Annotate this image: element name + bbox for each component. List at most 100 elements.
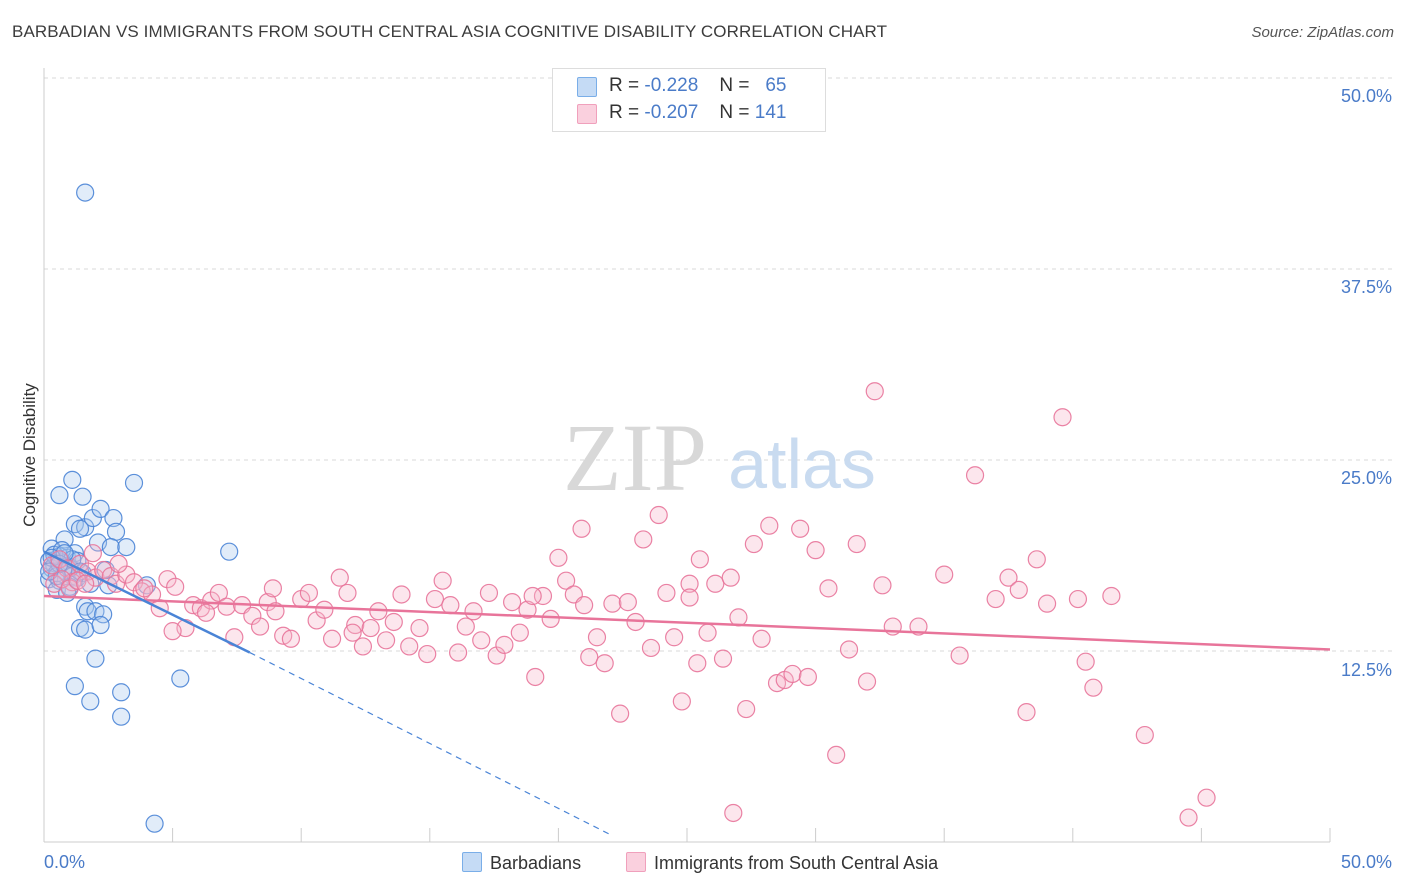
immigrants-point bbox=[1027, 550, 1046, 569]
barbadians-point bbox=[91, 499, 110, 518]
immigrants-point bbox=[124, 573, 144, 592]
immigrants-point bbox=[343, 623, 362, 642]
bottom-legend-barbadians: Barbadians bbox=[462, 852, 581, 874]
immigrants-point bbox=[83, 544, 102, 563]
barbadians-point bbox=[78, 602, 97, 621]
immigrants-point bbox=[1084, 678, 1103, 697]
legend-swatch-pink bbox=[577, 104, 597, 124]
immigrants-point bbox=[299, 583, 319, 603]
immigrants-point bbox=[572, 519, 591, 538]
immigrants-point bbox=[523, 586, 542, 606]
immigrants-point bbox=[392, 585, 411, 604]
immigrants-point bbox=[698, 623, 717, 642]
immigrants-point bbox=[495, 635, 514, 654]
y-tick-label: 37.5% bbox=[1340, 277, 1392, 297]
source-label: Source: ZipAtlas.com bbox=[1251, 24, 1394, 41]
barbadians-point bbox=[124, 473, 144, 493]
barbadians-point bbox=[101, 537, 120, 557]
immigrants-point bbox=[418, 644, 437, 664]
immigrants-point bbox=[587, 628, 607, 647]
barbadians-point bbox=[65, 677, 84, 696]
y-tick-label: 50.0% bbox=[1340, 86, 1392, 106]
barbadians-point bbox=[112, 683, 131, 702]
immigrants-point bbox=[839, 640, 859, 659]
immigrants-point bbox=[737, 699, 756, 719]
immigrants-point bbox=[410, 618, 429, 638]
immigrants-point bbox=[464, 602, 483, 621]
immigrants-point bbox=[1197, 788, 1216, 807]
immigrants-point bbox=[873, 576, 892, 595]
immigrants-point bbox=[690, 550, 709, 569]
barbadians-point bbox=[91, 615, 110, 635]
immigrants-point bbox=[680, 574, 699, 593]
x-axis-max-label: 50.0% bbox=[1340, 852, 1392, 872]
barbadians-points bbox=[40, 183, 239, 833]
immigrants-point bbox=[783, 664, 802, 684]
watermark: ZIP atlas bbox=[563, 404, 876, 511]
immigrants-point bbox=[425, 589, 445, 609]
immigrants-point bbox=[999, 568, 1018, 587]
immigrants-point bbox=[791, 519, 810, 538]
immigrants-point bbox=[909, 617, 928, 636]
immigrants-point bbox=[595, 654, 614, 673]
barbadians-trend-line bbox=[43, 550, 251, 654]
immigrants-point bbox=[456, 617, 475, 636]
immigrants-point bbox=[634, 530, 653, 549]
immigrants-trend-line bbox=[43, 594, 1331, 651]
immigrants-point bbox=[330, 568, 349, 587]
barbadians-point bbox=[171, 669, 190, 688]
immigrants-point bbox=[965, 466, 985, 485]
immigrants-point bbox=[986, 589, 1005, 609]
immigrants-point bbox=[376, 631, 396, 650]
immigrants-point bbox=[322, 629, 342, 648]
immigrants-point bbox=[441, 596, 460, 615]
immigrants-point bbox=[657, 583, 676, 603]
immigrants-point bbox=[935, 565, 954, 584]
legend-text: R = -0.207 N = 141 bbox=[609, 102, 787, 123]
immigrants-point bbox=[752, 629, 771, 648]
immigrants-point bbox=[760, 516, 779, 535]
immigrants-point bbox=[109, 554, 128, 574]
immigrants-point bbox=[163, 622, 182, 641]
immigrants-point bbox=[641, 638, 661, 658]
immigrants-point bbox=[209, 583, 228, 603]
immigrants-point bbox=[448, 643, 468, 662]
immigrants-point bbox=[510, 623, 529, 642]
immigrants-point bbox=[865, 382, 884, 401]
immigrants-point bbox=[618, 593, 637, 612]
immigrants-point bbox=[472, 631, 491, 650]
immigrants-point bbox=[557, 571, 576, 590]
immigrants-point bbox=[827, 745, 846, 765]
immigrants-point bbox=[798, 667, 817, 687]
legend-swatch-blue bbox=[577, 77, 597, 97]
immigrants-point bbox=[1009, 580, 1028, 599]
barbadians-point bbox=[94, 605, 113, 624]
immigrants-point bbox=[315, 600, 334, 619]
immigrants-point bbox=[533, 586, 553, 606]
barbadians-point bbox=[50, 486, 69, 505]
immigrants-point bbox=[1076, 652, 1095, 671]
y-tick-label: 25.0% bbox=[1340, 468, 1392, 488]
immigrants-point bbox=[353, 637, 373, 656]
immigrants-point bbox=[166, 577, 185, 596]
immigrants-point bbox=[135, 579, 154, 598]
legend-box: R = -0.228 N = 65 R = -0.207 N = 141 bbox=[552, 68, 826, 132]
immigrants-point bbox=[1037, 594, 1057, 613]
immigrants-point bbox=[250, 617, 270, 636]
immigrants-point bbox=[950, 646, 969, 665]
barbadians-point bbox=[76, 183, 95, 202]
immigrants-point bbox=[384, 612, 403, 632]
immigrants-point bbox=[680, 588, 699, 607]
immigrants-point bbox=[575, 596, 594, 615]
immigrants-point bbox=[724, 803, 743, 823]
barbadians-point bbox=[70, 519, 90, 538]
immigrants-point bbox=[52, 570, 72, 589]
immigrants-point bbox=[847, 534, 866, 554]
barbadians-point bbox=[76, 620, 95, 639]
legend-text: R = -0.228 N = 65 bbox=[609, 75, 787, 96]
barbadians-point bbox=[86, 649, 105, 668]
barbadians-point bbox=[106, 522, 126, 541]
immigrants-point bbox=[196, 603, 216, 622]
barbadians-point bbox=[55, 530, 74, 549]
